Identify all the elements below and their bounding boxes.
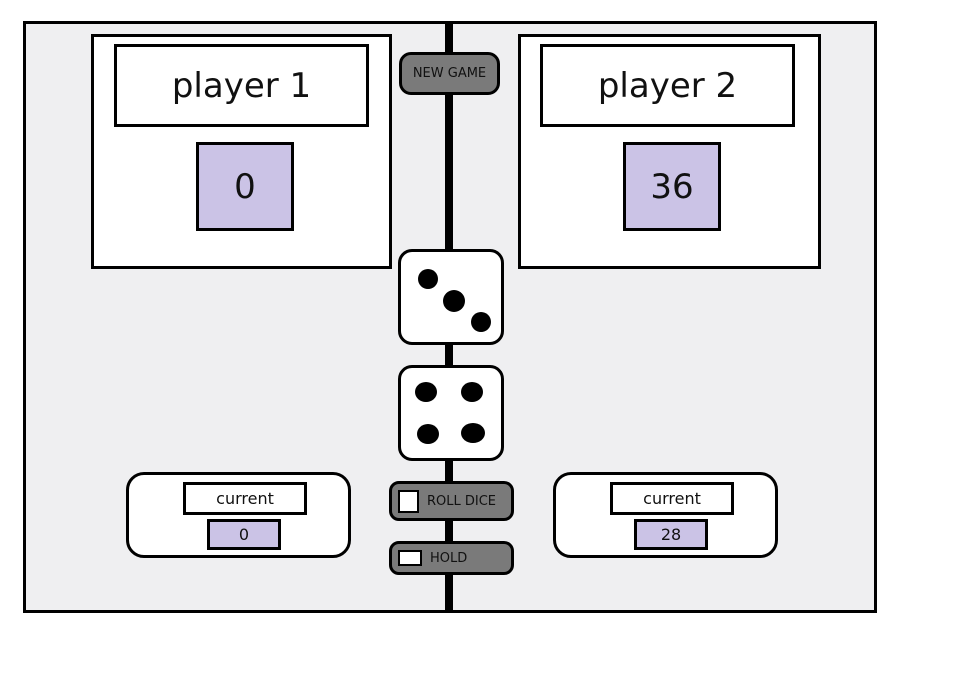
player-1-current-label: current <box>183 482 307 515</box>
die-2-pip <box>461 382 483 402</box>
player-2-current-label: current <box>610 482 734 515</box>
die-2 <box>398 365 504 461</box>
die-1-pip <box>443 290 465 312</box>
player-2-score: 36 <box>623 142 721 231</box>
player-1-current-value: 0 <box>207 519 281 550</box>
roll-dice-checkbox-icon <box>398 489 419 513</box>
new-game-button[interactable]: NEW GAME <box>399 52 500 95</box>
die-1-pip <box>471 312 491 332</box>
player-1-score: 0 <box>196 142 294 231</box>
player-2-name: player 2 <box>540 44 795 127</box>
die-2-pip <box>461 423 485 443</box>
player-2-current-value: 28 <box>634 519 708 550</box>
hold-label: HOLD <box>430 550 468 566</box>
roll-dice-label: ROLL DICE <box>427 493 497 509</box>
new-game-label: NEW GAME <box>412 66 487 81</box>
player-1-name: player 1 <box>114 44 369 127</box>
die-1-pip <box>418 269 438 289</box>
roll-dice-button[interactable]: ROLL DICE <box>389 481 514 521</box>
hold-checkbox-icon <box>398 550 422 566</box>
hold-button[interactable]: HOLD <box>389 541 514 575</box>
die-2-pip <box>415 382 437 402</box>
die-2-pip <box>417 424 439 444</box>
die-1 <box>398 249 504 345</box>
